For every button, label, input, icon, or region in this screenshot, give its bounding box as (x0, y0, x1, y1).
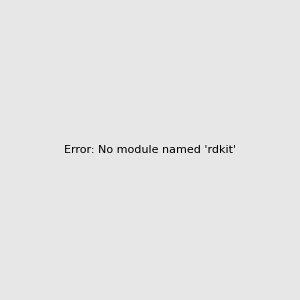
Text: Error: No module named 'rdkit': Error: No module named 'rdkit' (64, 145, 236, 155)
